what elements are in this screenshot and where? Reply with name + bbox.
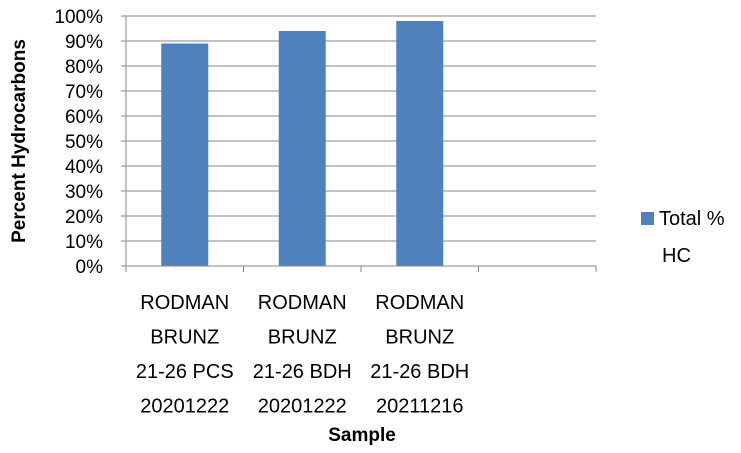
legend-label-line-1: Total %	[659, 208, 725, 230]
x-axis-title: Sample	[328, 425, 396, 446]
category-label: 21-26 BDH	[370, 361, 469, 383]
bar-3	[396, 21, 444, 266]
category-label: 20201222	[140, 396, 229, 418]
category-label: BRUNZ	[150, 327, 219, 349]
bar-1	[161, 43, 209, 266]
category-labels: RODMAN BRUNZ 21-26 PCS 20201222 RODMAN BRUNZ 2…	[136, 292, 469, 418]
legend: Total % HC	[641, 208, 725, 267]
y-tick-label: 40%	[65, 157, 103, 178]
axes	[121, 15, 597, 272]
y-tick-label: 70%	[65, 82, 103, 103]
category-label: 21-26 PCS	[136, 361, 234, 383]
y-tick-label: 30%	[65, 182, 103, 203]
category-label: RODMAN	[140, 292, 229, 314]
bar-2	[278, 31, 326, 266]
y-tick-label: 0%	[76, 257, 104, 278]
category-label: 20201222	[258, 396, 347, 418]
y-tick-label: 90%	[65, 32, 103, 53]
bars	[161, 21, 444, 266]
category-label: RODMAN	[258, 292, 347, 314]
category-label: BRUNZ	[268, 327, 337, 349]
category-label: 21-26 BDH	[253, 361, 352, 383]
category-label: RODMAN	[375, 292, 464, 314]
category-label: 20211216	[376, 396, 464, 418]
y-tick-label: 60%	[65, 107, 103, 128]
y-tick-labels: 0% 10% 20% 30% 40% 50% 60% 70% 80% 90% 100%	[54, 7, 103, 278]
y-tick-label: 20%	[65, 207, 103, 228]
y-tick-label: 100%	[54, 7, 103, 28]
y-axis-title: Percent Hydrocarbons	[9, 39, 30, 243]
legend-swatch	[641, 212, 654, 225]
y-tick-label: 80%	[65, 57, 103, 78]
legend-label-line-2: HC	[662, 245, 691, 267]
y-tick-label: 10%	[65, 232, 103, 253]
y-tick-label: 50%	[65, 132, 103, 153]
category-label: BRUNZ	[385, 327, 454, 349]
